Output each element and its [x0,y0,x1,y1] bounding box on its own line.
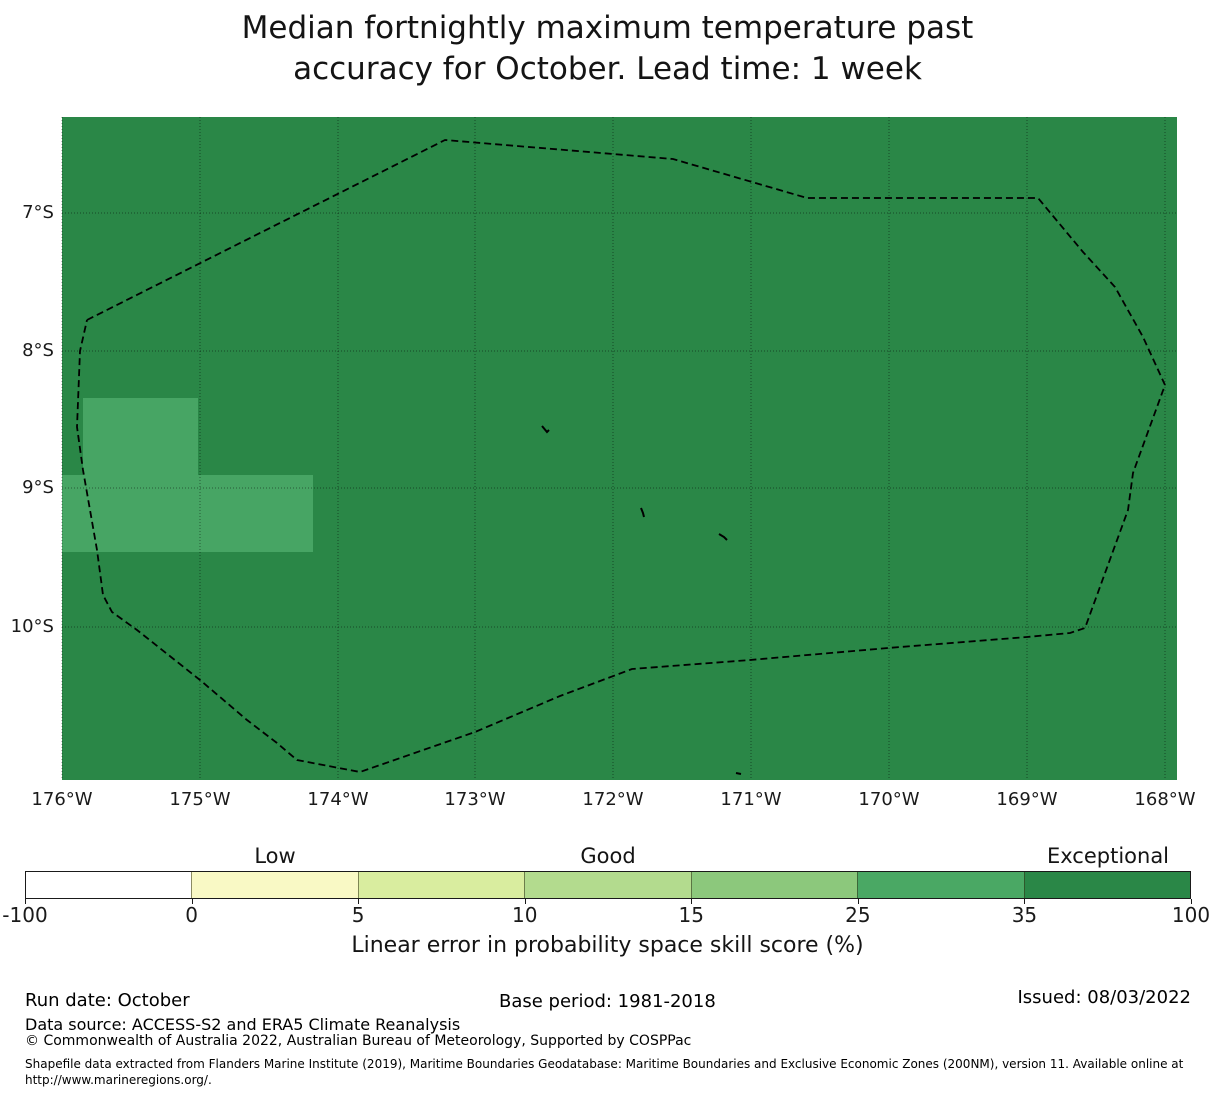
colorbar-segment [191,872,358,898]
footer-base-period: Base period: 1981-2018 [499,991,716,1012]
footer-data-source: Data source: ACCESS-S2 and ERA5 Climate … [25,1015,461,1034]
map-plot-area [62,117,1177,780]
x-tick-label: 171°W [720,789,782,810]
colorbar-tick-mark [857,899,859,904]
x-tick-label: 174°W [307,789,369,810]
footer-copyright: © Commonwealth of Australia 2022, Austra… [25,1033,692,1049]
x-tick-label: 173°W [444,789,506,810]
colorbar-tick-mark [358,899,360,904]
colorbar-category-label: Good [580,844,636,868]
chart-title: Median fortnightly maximum temperature p… [0,8,1215,90]
colorbar-tick-mark [524,899,526,904]
colorbar-category-label: Exceptional [1046,844,1170,868]
colorbar-tick-mark [691,899,693,904]
y-tick-label: 8°S [22,340,54,361]
footer-issued-date: Issued: 08/03/2022 [1017,987,1191,1008]
colorbar-tick-label: 10 [511,903,538,927]
colorbar-segment [857,872,1024,898]
colorbar-tick-mark [25,899,26,904]
colorbar-tick-mark [191,899,193,904]
colorbar-segment [524,872,691,898]
colorbar-tick-label: 5 [351,903,365,927]
colorbar-segment [357,872,525,898]
colorbar-segment [690,872,858,898]
x-tick-label: 170°W [858,789,920,810]
colorbar-axis-label: Linear error in probability space skill … [351,933,864,958]
x-tick-label: 176°W [31,789,93,810]
colorbar-tick-label: 15 [678,903,705,927]
colorbar [25,871,1191,899]
x-tick-label: 168°W [1134,789,1196,810]
x-tick-label: 175°W [169,789,231,810]
chart-title-line1: Median fortnightly maximum temperature p… [241,10,974,46]
colorbar-segment [1023,872,1190,898]
colorbar-category-label: Low [254,844,296,868]
colorbar-tick-label: 0 [185,903,198,927]
colorbar-segment [26,872,192,898]
chart-title-line2: accuracy for October. Lead time: 1 week [293,51,922,87]
y-tick-label: 10°S [10,616,54,637]
colorbar-tick-label: 100 [1171,903,1211,927]
colorbar-tick-label: 35 [1011,903,1038,927]
colorbar-tick-mark [1024,899,1026,904]
x-tick-label: 172°W [582,789,644,810]
footer-run-date: Run date: October [25,990,190,1011]
footer-shapefile-attribution-line1: Shapefile data extracted from Flanders M… [25,1057,1184,1071]
colorbar-tick-label: -100 [2,903,48,927]
footer-shapefile-attribution-line2: http://www.marineregions.org/. [25,1073,212,1087]
y-tick-label: 9°S [22,477,54,498]
colorbar-tick-label: 25 [845,903,871,927]
y-tick-label: 7°S [22,202,54,223]
x-tick-label: 169°W [996,789,1058,810]
colorbar-tick-mark [1191,899,1192,904]
